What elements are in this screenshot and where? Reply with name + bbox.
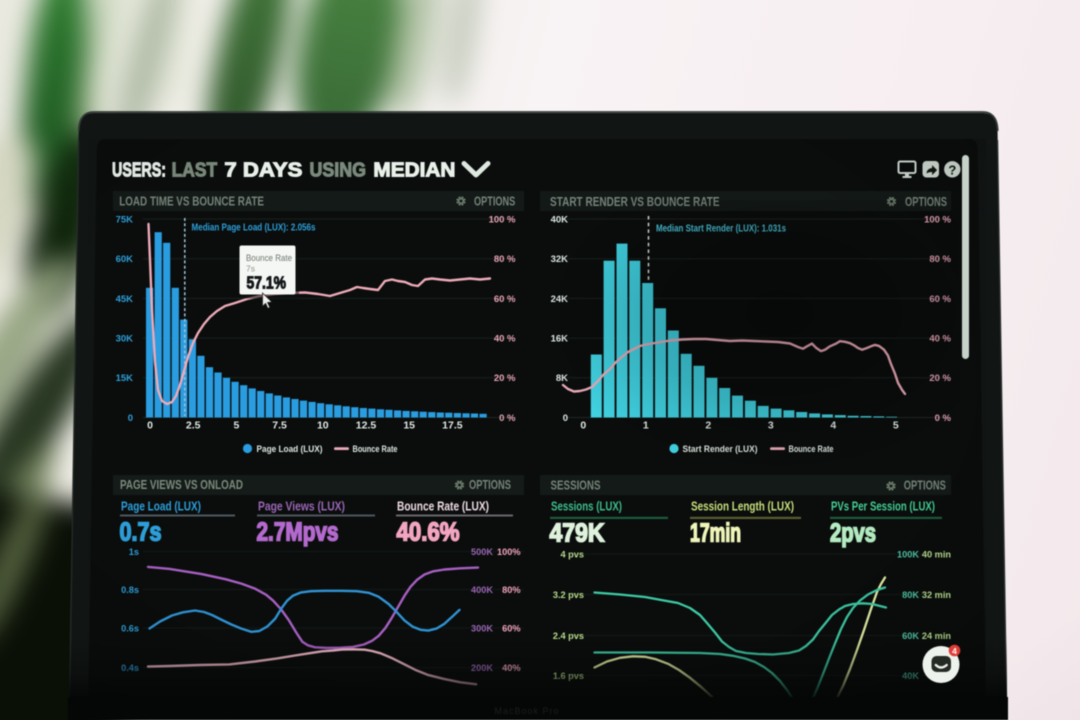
svg-text:MacBook Pro: MacBook Pro — [494, 706, 559, 716]
svg-text:4: 4 — [952, 646, 957, 656]
